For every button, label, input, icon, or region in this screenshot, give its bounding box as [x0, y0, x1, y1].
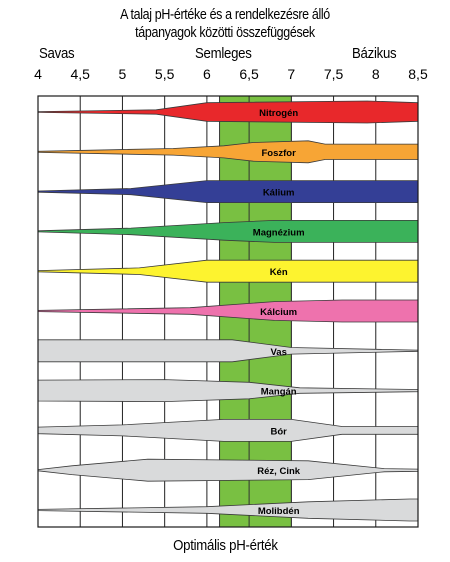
x-tick-label: 4 — [34, 66, 42, 82]
band-kalium — [37, 180, 419, 204]
band-label-nitrogen: Nitrogén — [259, 108, 298, 119]
band-label-mangan: Mangán — [261, 387, 297, 398]
x-axis-label: Optimális pH-érték — [0, 537, 450, 554]
x-tick-label: 4,5 — [70, 66, 90, 82]
band-vas — [37, 339, 419, 363]
band-label-ken: Kén — [270, 267, 288, 278]
alkaline-region-label: Bázikus — [352, 45, 397, 62]
neutral-region-label: Semleges — [195, 45, 252, 62]
band-label-rez-cink: Réz, Cink — [257, 466, 300, 477]
chart-title: A talaj pH-értéke és a rendelkezésre áll… — [0, 6, 450, 42]
series-layer — [37, 100, 419, 522]
x-tick-label: 5,5 — [155, 66, 175, 82]
x-tick-label: 8 — [372, 66, 380, 82]
series-labels-layer: Nitrogén Foszfor Kálium Magnézium Kén Kálcium… — [253, 108, 305, 517]
x-tick-label: 5 — [119, 66, 127, 82]
band-nitrogen — [37, 100, 419, 124]
band-ken — [37, 259, 419, 283]
chart-title-line-2: tápanyagok közötti összefüggések — [135, 25, 315, 41]
chart-title-line-1: A talaj pH-értéke és a rendelkezésre áll… — [120, 7, 330, 23]
x-tick-label: 8,5 — [408, 66, 428, 82]
x-tick-label: 6,5 — [239, 66, 259, 82]
x-axis-label-text: Optimális pH-érték — [172, 537, 278, 554]
band-mangan — [37, 379, 419, 403]
band-label-kalium: Kálium — [263, 188, 295, 199]
band-magnezium — [37, 219, 419, 243]
x-tick-label: 7 — [287, 66, 295, 82]
band-label-bor: Bór — [270, 426, 287, 437]
band-label-magnezium: Magnézium — [253, 227, 305, 238]
tick-labels-layer: 4 4,5 5 5,5 6 6,5 7 7,5 8 8,5 — [34, 66, 428, 82]
band-label-kalcium: Kálcium — [260, 307, 297, 318]
band-label-foszfor: Foszfor — [262, 148, 297, 159]
acid-region-label: Savas — [39, 45, 75, 62]
x-tick-label: 7,5 — [324, 66, 344, 82]
band-bor — [37, 418, 419, 442]
x-tick-label: 6 — [203, 66, 211, 82]
plot-frame — [37, 95, 419, 528]
band-label-molibden: Molibdén — [258, 506, 300, 517]
band-label-vas: Vas — [270, 347, 286, 358]
band-rez-cink — [37, 458, 419, 482]
